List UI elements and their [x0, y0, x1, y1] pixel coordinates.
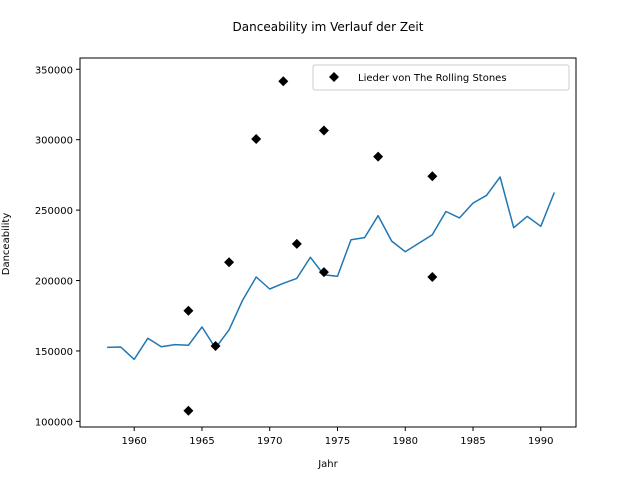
- scatter-point: [224, 257, 235, 268]
- x-axis-label: Jahr: [317, 459, 338, 470]
- legend: Lieder von The Rolling Stones: [312, 64, 570, 91]
- x-tick-label: 1980: [393, 436, 418, 447]
- legend-marker: [329, 72, 339, 82]
- y-tick-label: 350000: [35, 65, 73, 76]
- y-tick-label: 200000: [35, 277, 73, 288]
- legend-box: [312, 64, 570, 91]
- y-axis: 100000 150000 200000 250000 300000 350000: [35, 65, 80, 428]
- scatter-point: [318, 125, 329, 136]
- legend-diamond-icon: [329, 72, 339, 82]
- scatter-point: [183, 305, 194, 316]
- scatter-point: [373, 151, 384, 162]
- y-tick-label: 250000: [35, 206, 73, 217]
- scatter-point: [210, 341, 221, 352]
- chart-title: Danceability im Verlauf der Zeit: [233, 20, 424, 34]
- axes-frame: [79, 57, 577, 428]
- x-tick-label: 1965: [189, 436, 214, 447]
- legend-label: Lieder von The Rolling Stones: [358, 73, 507, 84]
- scatter-point: [427, 171, 438, 182]
- scatter-point: [278, 76, 289, 87]
- y-tick-label: 150000: [35, 347, 73, 358]
- scatter-point: [291, 238, 302, 249]
- x-tick-label: 1990: [528, 436, 553, 447]
- x-tick-label: 1970: [257, 436, 282, 447]
- series-line: [107, 176, 555, 361]
- scatter-point: [183, 405, 194, 416]
- y-axis-label: Danceability: [1, 213, 12, 276]
- scatter-point: [427, 272, 438, 283]
- plot-area: [79, 57, 577, 428]
- x-axis: 1960 1965 1970 1975 1980 1985 1990: [121, 427, 553, 447]
- x-tick-label: 1975: [325, 436, 350, 447]
- scatter-point: [251, 133, 262, 144]
- x-tick-label: 1985: [460, 436, 485, 447]
- x-tick-label: 1960: [121, 436, 146, 447]
- y-tick-label: 300000: [35, 136, 73, 147]
- scatter-point: [318, 267, 329, 278]
- y-tick-label: 100000: [35, 417, 73, 428]
